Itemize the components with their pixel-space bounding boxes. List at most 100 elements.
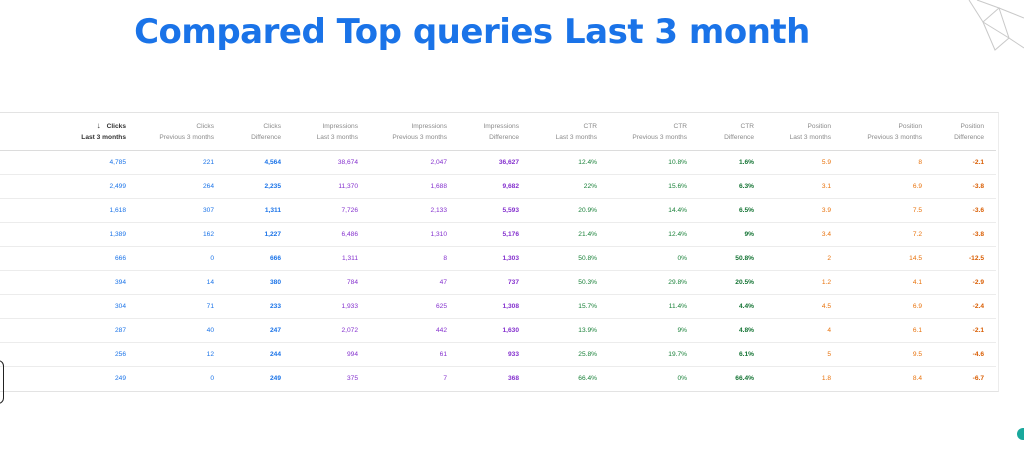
column-header-metric: Impressions [411,122,447,130]
column-header-position-last-3-months[interactable]: Position Last 3 months [766,113,843,151]
table-cell: 36,627 [459,150,531,175]
table-cell: 6.5% [699,198,766,223]
column-header-metric: Clicks [263,122,281,130]
table-cell: 5.9 [766,150,843,175]
column-header-position-difference[interactable]: Position Difference [934,113,996,151]
table-cell: 249 [114,375,126,382]
table-row[interactable]: 666 0 666 1,311 8 1,303 50.8% 0% 50.8% 2 14.5 -12.5 [0,246,996,271]
table-cell: 15.6% [609,174,699,199]
table-cell: 66.4% [578,375,597,382]
column-header-period: Difference [724,133,754,141]
table-cell: 3.1 [766,174,843,199]
table-row[interactable]: 2,499 264 2,235 11,370 1,688 9,682 22% 15.6% 6.3… [0,174,996,199]
table-row[interactable]: 1,389 162 1,227 6,486 1,310 5,176 21.4% 12.4% 9%… [0,222,996,247]
column-header-metric: Impressions [322,122,358,130]
table-cell: 1,311 [293,246,370,271]
column-header-period: Difference [489,133,519,141]
table-cell: 233 [226,294,293,319]
column-header-metric: Position [807,122,831,130]
table-cell: 9.5 [843,342,934,367]
table-cell: 6.1% [699,342,766,367]
table-row[interactable]: 4,785 221 4,564 38,674 2,047 36,627 12.4% 10.8%… [0,150,996,175]
table-cell: 11.4% [609,294,699,319]
table-cell: 264 [138,174,226,199]
table-cell: 0 [138,246,226,271]
table-cell: 394 [0,270,138,295]
queries-table-card: ↓ Clicks Last 3 months Clicks Previous 3 mon… [0,112,999,404]
table-row[interactable]: 1,618 307 1,311 7,726 2,133 5,593 20.9% 14.4% 6.… [0,198,996,223]
table-cell: 933 [459,342,531,367]
table-cell: 47 [370,270,459,295]
column-header-ctr-difference[interactable]: CTR Difference [699,113,766,151]
table-cell: 6.1 [843,318,934,343]
table-cell: 8 [370,246,459,271]
column-header-period: Difference [251,133,281,141]
table-cell: 1,308 [459,294,531,319]
table-row[interactable]: 287 40 247 2,072 442 1,630 13.9% 9% 4.8% 4 6.1 -2.1 [0,318,996,343]
table-cell: 4,785 [0,150,138,175]
table-cell: -3.8 [934,222,996,247]
table-cell: 1,227 [226,222,293,247]
table-cell: 25.8% [531,342,609,367]
column-header-ctr-last-3-months[interactable]: CTR Last 3 months [531,113,609,151]
column-header-clicks-difference[interactable]: Clicks Difference [226,113,293,151]
table-cell: 5,176 [459,222,531,247]
table-cell: 7 [443,375,447,382]
table-cell: 8.4 [912,375,922,382]
table-cell: -4.6 [934,342,996,367]
diamond-outline-icon [968,0,1024,51]
table-cell: 304 [0,294,138,319]
table-cell: 12 [138,342,226,367]
table-cell: 2,047 [370,150,459,175]
column-header-period: Last 3 months [789,133,831,141]
corner-tab [1017,428,1024,440]
table-cell: 14 [138,270,226,295]
column-header-position-previous-3-months[interactable]: Position Previous 3 months [843,113,934,151]
table-header-row: ↓ Clicks Last 3 months Clicks Previous 3 mon… [0,113,996,151]
column-header-clicks-previous-3-months[interactable]: Clicks Previous 3 months [138,113,226,151]
table-cell: 2,235 [226,174,293,199]
table-cell: 19.7% [609,342,699,367]
table-cell: 2,499 [0,174,138,199]
column-header-impressions-last-3-months[interactable]: Impressions Last 3 months [293,113,370,151]
table-cell: 4.8% [699,318,766,343]
table-cell: 287 [0,318,138,343]
table-cell: 40 [138,318,226,343]
table-cell: -6.7 [972,375,984,382]
table-cell: 15.7% [531,294,609,319]
table-row[interactable]: 394 14 380 784 47 737 50.3% 29.8% 20.5% 1.2 4.1 -2.… [0,270,996,295]
table-row[interactable]: 304 71 233 1,933 625 1,308 15.7% 11.4% 4.4% 4.5 6.… [0,294,996,319]
table-cell: 666 [226,246,293,271]
table-cell: 7,726 [293,198,370,223]
table-cell: 1,311 [226,198,293,223]
table-cell: 6.9 [843,294,934,319]
table-cell: -2.4 [934,294,996,319]
column-header-ctr-previous-3-months[interactable]: CTR Previous 3 months [609,113,699,151]
table-cell: 29.8% [609,270,699,295]
table-cell: 380 [226,270,293,295]
table-cell: 20.9% [531,198,609,223]
table-cell: 249 [269,375,281,382]
table-cell: 4.4% [699,294,766,319]
column-header-impressions-difference[interactable]: Impressions Difference [459,113,531,151]
column-header-impressions-previous-3-months[interactable]: Impressions Previous 3 months [370,113,459,151]
table-cell: 61 [370,342,459,367]
table-cell: 375 [346,375,358,382]
table-cell: 2 [766,246,843,271]
table-cell: 162 [138,222,226,247]
table-cell: 7.2 [843,222,934,247]
column-header-metric: CTR [740,122,754,130]
table-cell: 1,630 [459,318,531,343]
table-row[interactable]: 249 0 249 375 7 368 66.4% 0% 66.4% 1.8 8.4 -6.7 [0,367,996,391]
table-cell: 50.8% [699,246,766,271]
table-cell: 7.5 [843,198,934,223]
arrow-down-icon: ↓ [96,121,101,130]
column-header-clicks-last-3-months[interactable]: ↓ Clicks Last 3 months [0,113,138,151]
table-row[interactable]: 256 12 244 994 61 933 25.8% 19.7% 6.1% 5 9.5 -4.6 [0,342,996,367]
column-header-metric: Clicks [106,123,126,130]
table-cell: 1,933 [293,294,370,319]
table-cell: 4 [766,318,843,343]
table-cell: 666 [0,246,138,271]
column-header-metric: Position [898,122,922,130]
table-cell: 4.5 [766,294,843,319]
